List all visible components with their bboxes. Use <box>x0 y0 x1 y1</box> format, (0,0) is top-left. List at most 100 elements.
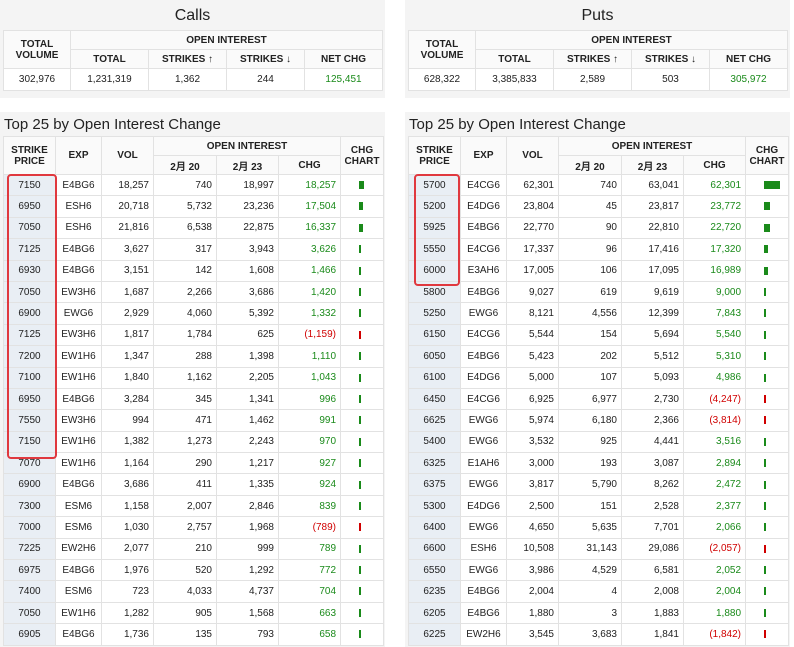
cell: EW1H6 <box>55 430 102 454</box>
chart-cell <box>745 387 790 411</box>
data-row: 7300 ESM6 1,158 2,007 2,846 839 <box>3 494 385 518</box>
cell: EW1H6 <box>55 601 102 625</box>
cell: 6100 <box>408 366 461 389</box>
cell: E4BG6 <box>55 238 102 261</box>
chg-bar <box>359 330 362 339</box>
chart-cell <box>745 216 790 240</box>
cell: 1,273 <box>153 430 217 454</box>
chg-bar <box>359 373 362 382</box>
cell: 5,635 <box>558 516 622 539</box>
cell: 905 <box>153 601 217 625</box>
cell: 924 <box>277 473 342 496</box>
chg-bar <box>764 181 780 190</box>
cell: 839 <box>277 494 342 518</box>
chg-bar <box>359 437 362 446</box>
cell: 2,377 <box>682 494 747 518</box>
chg-bar <box>764 608 767 617</box>
header-cell: STRIKE PRICE <box>3 136 56 175</box>
cell: 6000 <box>408 259 461 282</box>
chart-cell <box>340 601 385 625</box>
chart-cell <box>745 430 790 454</box>
header-cell: TOTAL VOLUME <box>408 30 476 69</box>
chart-cell <box>745 452 790 475</box>
cell: EW3H6 <box>55 280 102 304</box>
cell: 62,301 <box>682 173 747 197</box>
cell: 619 <box>558 280 622 304</box>
cell: E4CG6 <box>460 173 507 197</box>
header-cell: TOTAL <box>70 49 149 69</box>
cell: 1,968 <box>216 516 279 539</box>
data-row: 6225 EW2H6 3,545 3,683 1,841 (1,842) <box>408 623 790 646</box>
data-row: 7070 EW1H6 1,164 290 1,217 927 <box>3 452 385 475</box>
chart-cell <box>340 280 385 304</box>
cell: 2,929 <box>101 302 154 325</box>
chg-bar <box>359 501 362 510</box>
cell: 3,087 <box>621 452 684 475</box>
chg-bar <box>764 394 767 403</box>
cell: 991 <box>277 409 342 432</box>
panel-title: Puts <box>581 7 614 24</box>
cell: 1,466 <box>277 259 342 282</box>
value-cell: 503 <box>631 68 710 91</box>
cell: 9,619 <box>621 280 684 304</box>
header-cell: STRIKES ↑ <box>148 49 227 69</box>
header-cell: TOTAL <box>475 49 554 69</box>
cell: 6,180 <box>558 409 622 432</box>
cell: 1,382 <box>101 430 154 454</box>
cell: 4,650 <box>506 516 559 539</box>
chg-bar <box>764 309 767 318</box>
cell: 7050 <box>3 216 56 240</box>
chart-cell <box>745 409 790 432</box>
chg-bar <box>764 416 767 425</box>
cell: 2,004 <box>506 580 559 603</box>
cell: 1,110 <box>277 345 342 368</box>
header-cell: VOL <box>101 136 154 175</box>
cell: 1,687 <box>101 280 154 304</box>
cell: 6975 <box>3 559 56 582</box>
chg-bar <box>359 309 362 318</box>
cell: 1,568 <box>216 601 279 625</box>
data-row: 6375 EWG6 3,817 5,790 8,262 2,472 <box>408 473 790 496</box>
header-cell: CHG <box>277 155 342 175</box>
data-row: 7200 EW1H6 1,347 288 1,398 1,110 <box>3 345 385 368</box>
cell: 18,257 <box>277 173 342 197</box>
cell: 1,784 <box>153 323 217 347</box>
cell: 2,052 <box>682 559 747 582</box>
chg-bar <box>764 630 767 639</box>
cell: 17,504 <box>277 195 342 218</box>
header-cell: OPEN INTEREST <box>152 136 342 156</box>
header-row: STRIKE PRICE EXP VOL OPEN INTEREST CHG CHART <box>3 136 385 175</box>
header-cell: CHG <box>682 155 747 175</box>
cell: 1,883 <box>621 601 684 625</box>
header-cell: NET CHG <box>304 49 383 69</box>
cell: 772 <box>277 559 342 582</box>
cell: 106 <box>558 259 622 282</box>
chart-cell <box>745 259 790 282</box>
data-row: 6100 E4DG6 5,000 107 5,093 4,986 <box>408 366 790 389</box>
cell: 20,718 <box>101 195 154 218</box>
cell: 1,840 <box>101 366 154 389</box>
cell: 18,257 <box>101 173 154 197</box>
cell: E4CG6 <box>460 387 507 411</box>
cell: E4BG6 <box>460 345 507 368</box>
header-cell: NET CHG <box>709 49 788 69</box>
cell: 7150 <box>3 173 56 197</box>
cell: 6930 <box>3 259 56 282</box>
cell: 16,337 <box>277 216 342 240</box>
cell: 1,164 <box>101 452 154 475</box>
calls-top: Top 25 by Open Interest Change STRIKE PRI… <box>0 112 385 647</box>
cell: 107 <box>558 366 622 389</box>
header-row: TOTAL VOLUME OPEN INTEREST <box>3 30 383 69</box>
cell: 1,462 <box>216 409 279 432</box>
chart-cell <box>745 601 790 625</box>
highlight-box <box>7 174 57 459</box>
chart-cell <box>745 280 790 304</box>
cell: EW1H6 <box>55 345 102 368</box>
chart-cell <box>340 452 385 475</box>
cell: 23,804 <box>506 195 559 218</box>
chg-bar <box>764 544 767 553</box>
cell: E4BG6 <box>55 387 102 411</box>
cell: 62,301 <box>506 173 559 197</box>
cell: 23,817 <box>621 195 684 218</box>
data-row: 7050 EW3H6 1,687 2,266 3,686 1,420 <box>3 280 385 304</box>
